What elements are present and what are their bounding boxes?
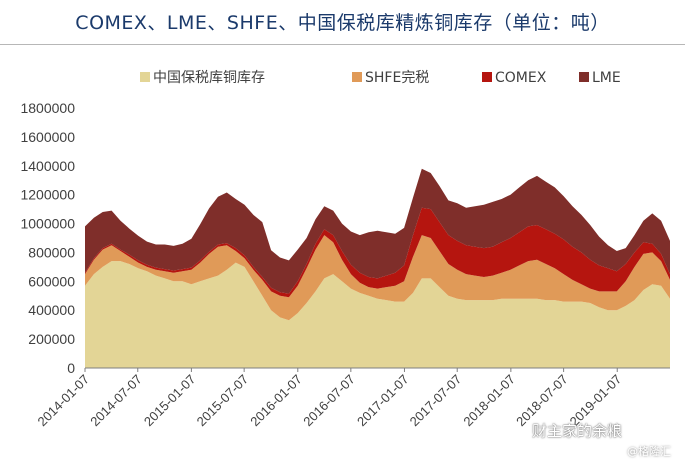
y-tick-label: 1800000 xyxy=(20,100,75,116)
legend-swatch xyxy=(140,72,150,82)
watermark-text: 财主家的余粮 xyxy=(532,422,623,440)
area-series-2 xyxy=(85,207,670,298)
x-tick-label: 2014-01-07 xyxy=(34,372,92,430)
legend-label: LME xyxy=(592,70,621,86)
chart-title: COMEX、LME、SHFE、中国保税库精炼铜库存（单位：吨） xyxy=(75,12,610,34)
legend-swatch xyxy=(579,72,589,82)
y-tick-label: 400000 xyxy=(28,302,75,318)
y-tick-label: 800000 xyxy=(28,244,75,260)
legend-label: SHFE完税 xyxy=(365,70,429,86)
x-tick-label: 2017-01-07 xyxy=(354,372,412,430)
x-tick-label: 2017-07-07 xyxy=(407,372,465,430)
area-series-3 xyxy=(85,168,670,294)
stacked-area-chart: 0 200000 400000 600000 800000 1000000 1200000 1… xyxy=(20,70,670,430)
watermark-source: @格隆汇 xyxy=(627,445,671,458)
y-tick-label: 1600000 xyxy=(20,129,75,145)
y-tick-label: 600000 xyxy=(28,273,75,289)
legend-label: COMEX xyxy=(495,70,547,86)
x-tick-label: 2018-01-07 xyxy=(460,372,518,430)
x-tick-label: 2015-07-07 xyxy=(194,372,252,430)
area-series-0 xyxy=(85,261,670,368)
x-tick-label: 2016-07-07 xyxy=(300,372,358,430)
legend-swatch xyxy=(352,72,362,82)
x-tick-label: 2014-07-07 xyxy=(87,372,145,430)
y-tick-label: 1200000 xyxy=(20,187,75,203)
y-tick-label: 0 xyxy=(67,360,75,376)
y-tick-label: 1000000 xyxy=(20,216,75,232)
y-tick-label: 1400000 xyxy=(20,158,75,174)
title-divider xyxy=(0,44,685,45)
x-tick-label: 2015-01-07 xyxy=(141,372,199,430)
legend-label: 中国保税库铜库存 xyxy=(153,70,265,86)
x-tick-label: 2016-01-07 xyxy=(247,372,305,430)
area-series-1 xyxy=(85,235,670,321)
y-tick-label: 200000 xyxy=(28,331,75,347)
legend-swatch xyxy=(482,72,492,82)
